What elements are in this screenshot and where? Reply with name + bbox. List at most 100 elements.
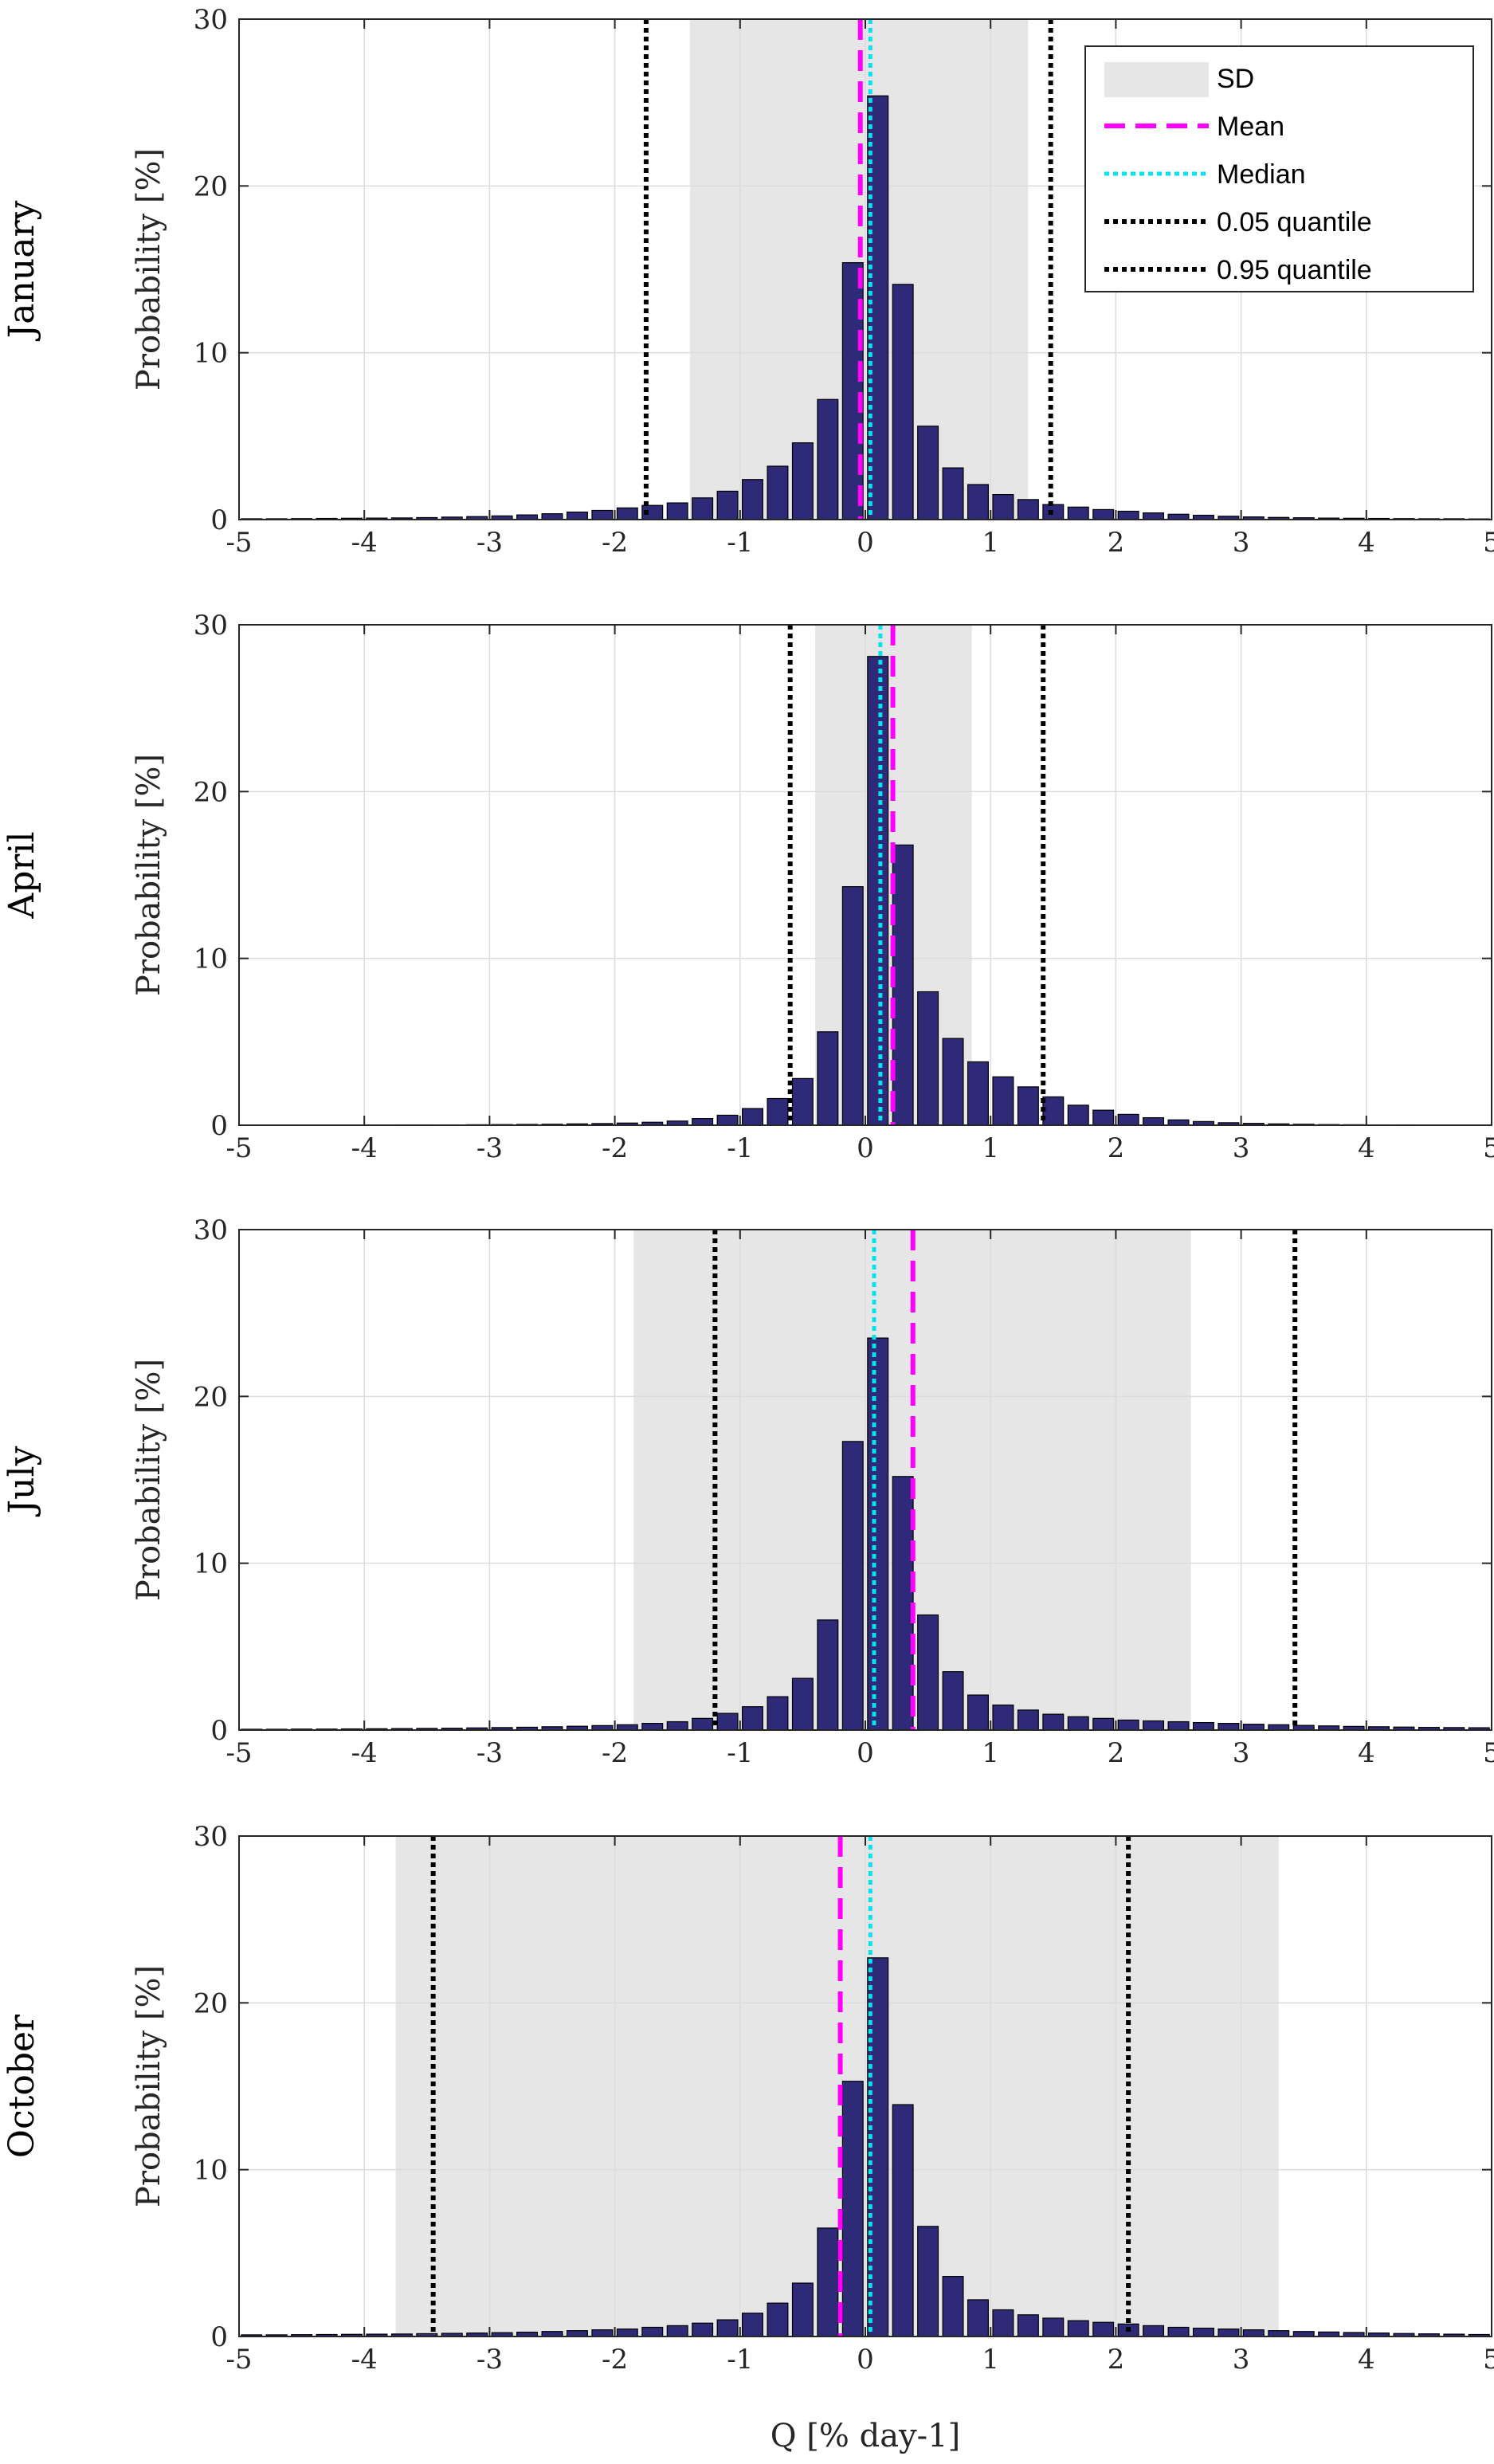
histogram-bar xyxy=(942,2276,964,2337)
x-tick-label: 4 xyxy=(1358,2344,1375,2376)
x-axis-label: Q [% day-1] xyxy=(771,2418,960,2454)
x-tick-label: 2 xyxy=(1108,2344,1125,2376)
histogram-bar xyxy=(917,2226,939,2337)
subplot-3: -5 -4 -3 -2 -1 0 1 2 3 4 5 0 10 20 30 Probability [%] Oc… xyxy=(2,1821,1494,2454)
histogram-bar xyxy=(817,398,839,520)
histogram-bar xyxy=(817,2227,839,2337)
histogram-bar xyxy=(791,442,814,520)
x-tick-label: -1 xyxy=(727,1737,753,1769)
x-tick-label: 3 xyxy=(1233,527,1250,559)
x-tick-label: -3 xyxy=(476,2344,503,2376)
histogram-bar xyxy=(1017,2314,1039,2337)
histogram-bar xyxy=(967,1061,989,1126)
legend-label: SD xyxy=(1217,64,1254,94)
histogram-bar xyxy=(666,2325,688,2337)
histogram-bar xyxy=(1092,1717,1115,1731)
subplot-2: -5 -4 -3 -2 -1 0 1 2 3 4 5 0 10 20 30 Probability [%] Ju… xyxy=(2,1214,1494,1769)
histogram-bar xyxy=(1242,2329,1265,2337)
x-tick-label: 1 xyxy=(982,2344,999,2376)
histogram-bar xyxy=(1042,2317,1065,2337)
x-tick-label: 1 xyxy=(982,527,999,559)
x-tick-label: 5 xyxy=(1483,1737,1494,1769)
histogram-bar xyxy=(541,513,563,520)
histogram-bar xyxy=(1143,512,1165,520)
histogram-bar xyxy=(1167,1720,1190,1731)
histogram-bar xyxy=(692,1118,714,1126)
y-tick-label: 30 xyxy=(194,1214,228,1246)
histogram-bar xyxy=(892,284,914,520)
histogram-bar xyxy=(942,1038,964,1126)
x-tick-label: -2 xyxy=(602,1132,628,1164)
x-tick-label: -2 xyxy=(602,527,628,559)
histogram-bar xyxy=(992,493,1014,520)
histogram-bar xyxy=(817,1031,839,1126)
x-tick-label: 2 xyxy=(1108,1737,1125,1769)
y-tick-label: 10 xyxy=(194,338,228,370)
x-tick-label: -1 xyxy=(727,527,753,559)
histogram-bar xyxy=(1017,1086,1039,1126)
y-tick-label: 0 xyxy=(210,504,228,536)
month-title: January xyxy=(2,201,42,342)
x-tick-label: 1 xyxy=(982,1737,999,1769)
x-tick-label: -4 xyxy=(351,1132,378,1164)
legend: SD Mean Median 0.05 quantile 0.95 quantile xyxy=(1084,45,1474,292)
histogram-bar xyxy=(892,2104,914,2337)
histogram-bar xyxy=(841,2081,864,2337)
histogram-bar xyxy=(1218,2328,1240,2337)
histogram-bar xyxy=(1192,2327,1214,2337)
x-tick-label: -1 xyxy=(727,1132,753,1164)
histogram-bar xyxy=(641,1723,664,1731)
x-tick-label: -3 xyxy=(476,1737,503,1769)
y-tick-label: 10 xyxy=(194,2155,228,2187)
x-tick-label: -5 xyxy=(225,2344,252,2376)
histogram-bar xyxy=(867,656,889,1126)
histogram-bar xyxy=(767,465,789,520)
month-title: October xyxy=(2,2014,42,2158)
histogram-bar xyxy=(967,484,989,520)
histogram-bar xyxy=(767,1097,789,1126)
histogram-bar xyxy=(917,426,939,520)
histogram-bar xyxy=(742,1108,764,1126)
histogram-bar xyxy=(1167,513,1190,520)
histogram-bar xyxy=(791,1677,814,1731)
histogram-bar xyxy=(767,2302,789,2337)
y-tick-label: 0 xyxy=(210,2321,228,2353)
x-tick-label: 0 xyxy=(857,2344,874,2376)
histogram-bar xyxy=(1167,1119,1190,1126)
x-tick-label: -2 xyxy=(602,1737,628,1769)
histogram-bar xyxy=(1017,1709,1039,1731)
histogram-bar xyxy=(1117,1113,1139,1126)
histogram-bar xyxy=(1092,508,1115,520)
y-axis-label: Probability [%] xyxy=(131,148,167,390)
histogram-bar xyxy=(992,2309,1014,2337)
histogram-bar xyxy=(566,511,588,520)
histogram-bar xyxy=(591,509,614,520)
histogram-bar xyxy=(1067,1716,1089,1731)
histogram-bar xyxy=(692,2322,714,2337)
histogram-bar xyxy=(1017,499,1039,520)
histogram-bar xyxy=(1092,2321,1115,2337)
x-tick-label: 5 xyxy=(1483,2344,1494,2376)
histogram-bar xyxy=(742,2313,764,2337)
histogram-bar xyxy=(666,502,688,520)
histogram-bar xyxy=(992,1705,1014,1731)
histogram-bar xyxy=(742,479,764,520)
histogram-bar xyxy=(1218,1723,1240,1731)
histogram-bar xyxy=(692,1717,714,1731)
histogram-bar xyxy=(917,991,939,1126)
histogram-bar xyxy=(1242,1724,1265,1731)
histogram-bar xyxy=(591,2329,614,2337)
histogram-bar xyxy=(692,497,714,520)
histogram-bar xyxy=(742,1706,764,1731)
histogram-bar xyxy=(1042,1096,1065,1126)
histogram-bar xyxy=(616,507,638,520)
x-tick-label: -5 xyxy=(225,527,252,559)
x-tick-label: 2 xyxy=(1108,1132,1125,1164)
x-tick-label: -5 xyxy=(225,1737,252,1769)
y-tick-label: 20 xyxy=(194,1381,228,1413)
x-tick-label: 3 xyxy=(1233,2344,1250,2376)
month-title: April xyxy=(2,831,42,919)
histogram-bar xyxy=(892,844,914,1126)
y-tick-label: 30 xyxy=(194,4,228,36)
y-tick-label: 30 xyxy=(194,610,228,642)
